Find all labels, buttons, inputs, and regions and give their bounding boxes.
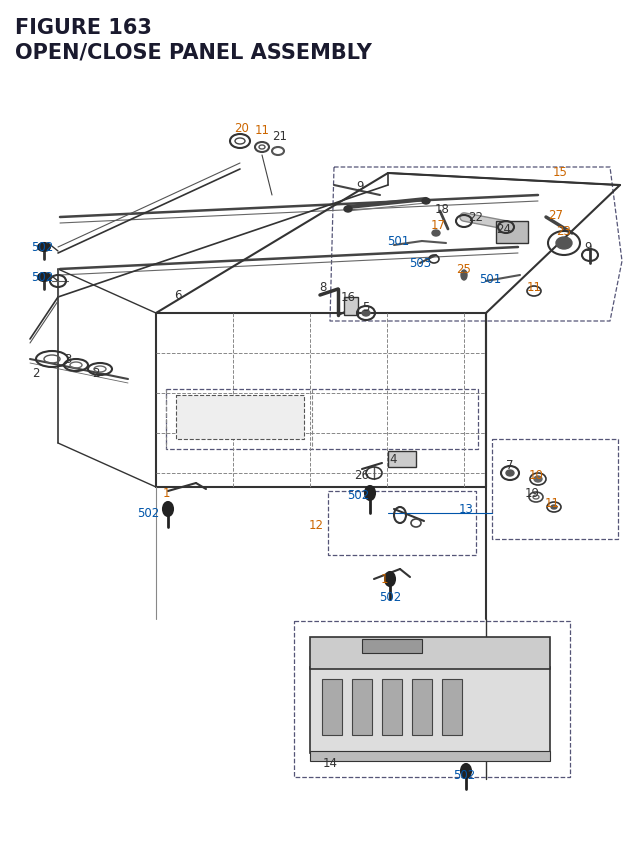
Ellipse shape xyxy=(385,573,395,586)
Ellipse shape xyxy=(461,764,471,778)
Text: 23: 23 xyxy=(557,226,572,238)
Ellipse shape xyxy=(362,311,370,317)
Ellipse shape xyxy=(551,505,557,510)
Bar xyxy=(442,679,462,735)
Bar xyxy=(344,298,358,316)
Text: 1: 1 xyxy=(163,487,170,500)
Text: 18: 18 xyxy=(435,203,449,216)
Text: 9: 9 xyxy=(584,241,592,254)
Text: 502: 502 xyxy=(137,507,159,520)
Ellipse shape xyxy=(556,238,572,250)
Ellipse shape xyxy=(422,199,430,205)
Text: 12: 12 xyxy=(308,519,323,532)
Text: 502: 502 xyxy=(31,271,53,284)
Bar xyxy=(388,451,416,468)
Text: 27: 27 xyxy=(548,209,563,222)
Ellipse shape xyxy=(534,476,542,482)
Ellipse shape xyxy=(365,486,375,500)
Text: 9: 9 xyxy=(356,179,364,192)
Text: 15: 15 xyxy=(552,165,568,178)
Text: 4: 4 xyxy=(389,453,397,466)
Bar xyxy=(310,667,550,753)
Bar xyxy=(310,751,550,761)
Text: 26: 26 xyxy=(355,469,369,482)
Bar xyxy=(310,637,550,669)
Bar xyxy=(362,639,422,653)
Ellipse shape xyxy=(38,244,50,251)
Bar xyxy=(412,679,432,735)
Bar xyxy=(382,679,402,735)
Text: 502: 502 xyxy=(347,489,369,502)
Ellipse shape xyxy=(506,470,514,476)
Text: 6: 6 xyxy=(174,289,182,302)
Ellipse shape xyxy=(38,274,50,282)
Bar xyxy=(352,679,372,735)
Text: 2: 2 xyxy=(92,367,100,380)
Text: 22: 22 xyxy=(468,211,483,224)
Text: 502: 502 xyxy=(453,769,475,782)
Bar xyxy=(322,679,342,735)
Text: 502: 502 xyxy=(31,241,53,254)
Text: 7: 7 xyxy=(506,459,514,472)
Text: 503: 503 xyxy=(409,257,431,270)
Text: 24: 24 xyxy=(497,223,511,236)
Text: 1: 1 xyxy=(380,573,388,585)
Bar xyxy=(176,395,304,439)
Text: 17: 17 xyxy=(431,220,445,232)
Text: 14: 14 xyxy=(323,757,337,770)
Text: 502: 502 xyxy=(379,591,401,604)
Text: 21: 21 xyxy=(273,129,287,142)
Text: 20: 20 xyxy=(235,121,250,134)
Text: 25: 25 xyxy=(456,263,472,276)
Ellipse shape xyxy=(163,503,173,517)
Text: 10: 10 xyxy=(529,469,543,482)
Text: 13: 13 xyxy=(459,503,474,516)
Text: 11: 11 xyxy=(545,497,559,510)
Text: 3: 3 xyxy=(64,353,72,366)
Text: FIGURE 163: FIGURE 163 xyxy=(15,18,152,38)
Text: OPEN/CLOSE PANEL ASSEMBLY: OPEN/CLOSE PANEL ASSEMBLY xyxy=(15,42,372,62)
Text: 16: 16 xyxy=(340,291,355,304)
Ellipse shape xyxy=(461,270,467,281)
Text: 5: 5 xyxy=(362,301,370,314)
Ellipse shape xyxy=(344,207,352,213)
Text: 501: 501 xyxy=(479,273,501,286)
Bar xyxy=(496,222,528,244)
Text: 19: 19 xyxy=(525,487,540,500)
Text: 8: 8 xyxy=(319,282,326,294)
Text: 11: 11 xyxy=(255,123,269,136)
Text: 501: 501 xyxy=(387,235,409,248)
Text: 2: 2 xyxy=(32,367,40,380)
Text: 11: 11 xyxy=(527,282,541,294)
Ellipse shape xyxy=(432,231,440,237)
